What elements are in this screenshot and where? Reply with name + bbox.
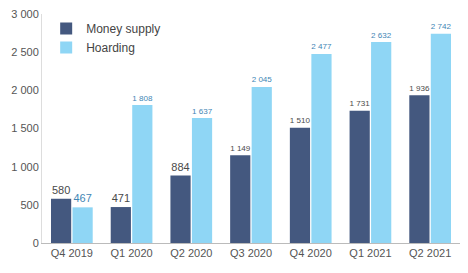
- svg-text:Q2 2021: Q2 2021: [409, 247, 451, 259]
- svg-text:Q2 2020: Q2 2020: [170, 247, 212, 259]
- svg-text:1 500: 1 500: [11, 122, 39, 134]
- svg-text:471: 471: [112, 192, 130, 204]
- svg-text:2 045: 2 045: [252, 75, 273, 84]
- svg-text:2 742: 2 742: [431, 22, 452, 31]
- svg-text:1 808: 1 808: [132, 94, 153, 103]
- svg-text:1 731: 1 731: [350, 99, 371, 108]
- svg-text:0: 0: [33, 237, 39, 249]
- svg-text:Q4 2020: Q4 2020: [290, 247, 332, 259]
- svg-text:1 936: 1 936: [409, 84, 430, 93]
- svg-text:1 510: 1 510: [290, 116, 311, 125]
- svg-text:Q1 2020: Q1 2020: [110, 247, 152, 259]
- svg-text:Q1 2021: Q1 2021: [349, 247, 391, 259]
- svg-text:Q3 2020: Q3 2020: [230, 247, 272, 259]
- svg-text:1 637: 1 637: [192, 107, 213, 116]
- svg-text:884: 884: [171, 161, 189, 173]
- svg-text:467: 467: [73, 192, 91, 204]
- svg-text:500: 500: [20, 199, 38, 211]
- svg-text:Hoarding: Hoarding: [86, 41, 135, 55]
- svg-text:Q4 2019: Q4 2019: [51, 247, 93, 259]
- svg-text:1 149: 1 149: [230, 144, 251, 153]
- svg-text:2 500: 2 500: [11, 46, 39, 58]
- svg-text:Money supply: Money supply: [86, 22, 160, 36]
- svg-text:1 000: 1 000: [11, 161, 39, 173]
- svg-text:3 000: 3 000: [11, 8, 39, 20]
- svg-text:2 632: 2 632: [371, 31, 392, 40]
- svg-text:2 000: 2 000: [11, 84, 39, 96]
- svg-text:2 477: 2 477: [311, 42, 332, 51]
- svg-text:580: 580: [52, 184, 70, 196]
